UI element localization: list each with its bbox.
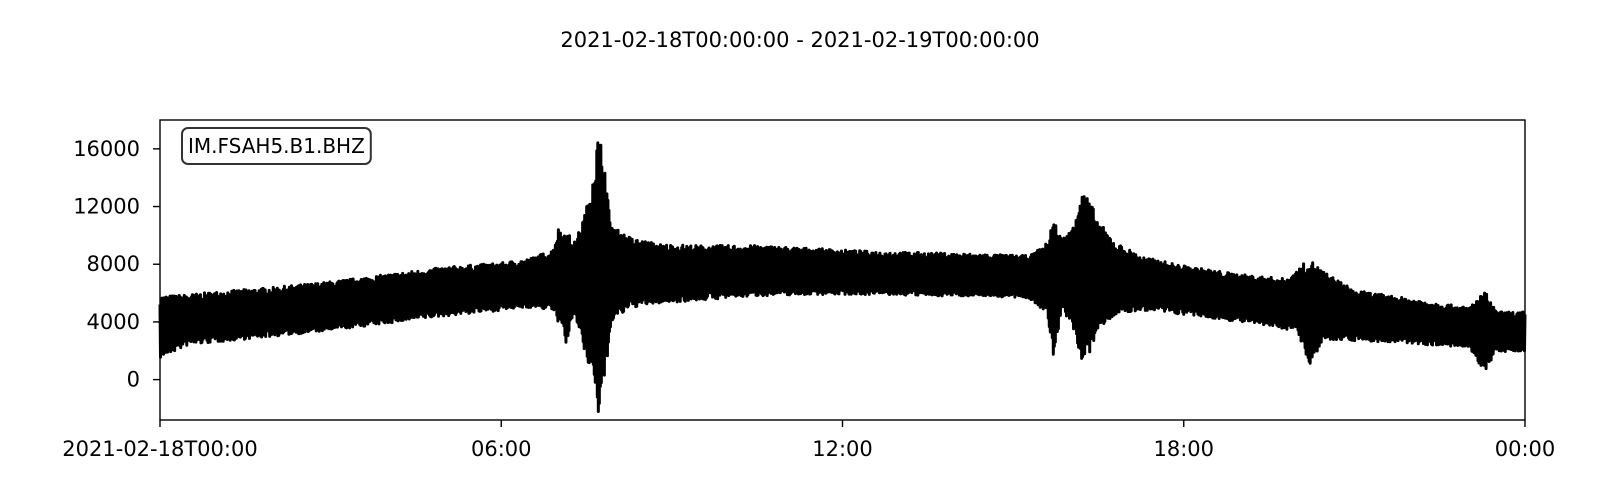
x-tick-label: 12:00: [812, 437, 873, 461]
y-tick-label: 8000: [87, 252, 140, 276]
waveform: [158, 141, 1527, 413]
station-label-box: IM.FSAH5.B1.BHZ: [181, 127, 372, 165]
x-tick-label: 2021-02-18T00:00: [62, 437, 257, 461]
chart-title: 2021-02-18T00:00:00 - 2021-02-19T00:00:0…: [560, 28, 1039, 52]
y-tick-label: 16000: [73, 137, 140, 161]
y-tick-label: 12000: [73, 195, 140, 219]
x-tick-label: 18:00: [1153, 437, 1214, 461]
station-label-frame: [181, 127, 372, 165]
axes: 2021-02-18T00:00 06:00 12:00 18:00 00:00 0 400…: [62, 137, 1555, 461]
x-tick-label: 00:00: [1495, 437, 1556, 461]
y-tick-label: 4000: [87, 310, 140, 334]
waveform-trace: [158, 141, 1527, 413]
station-label: IM.FSAH5.B1.BHZ: [188, 134, 365, 158]
x-tick-label: 06:00: [471, 437, 532, 461]
y-tick-label: 0: [127, 368, 140, 392]
